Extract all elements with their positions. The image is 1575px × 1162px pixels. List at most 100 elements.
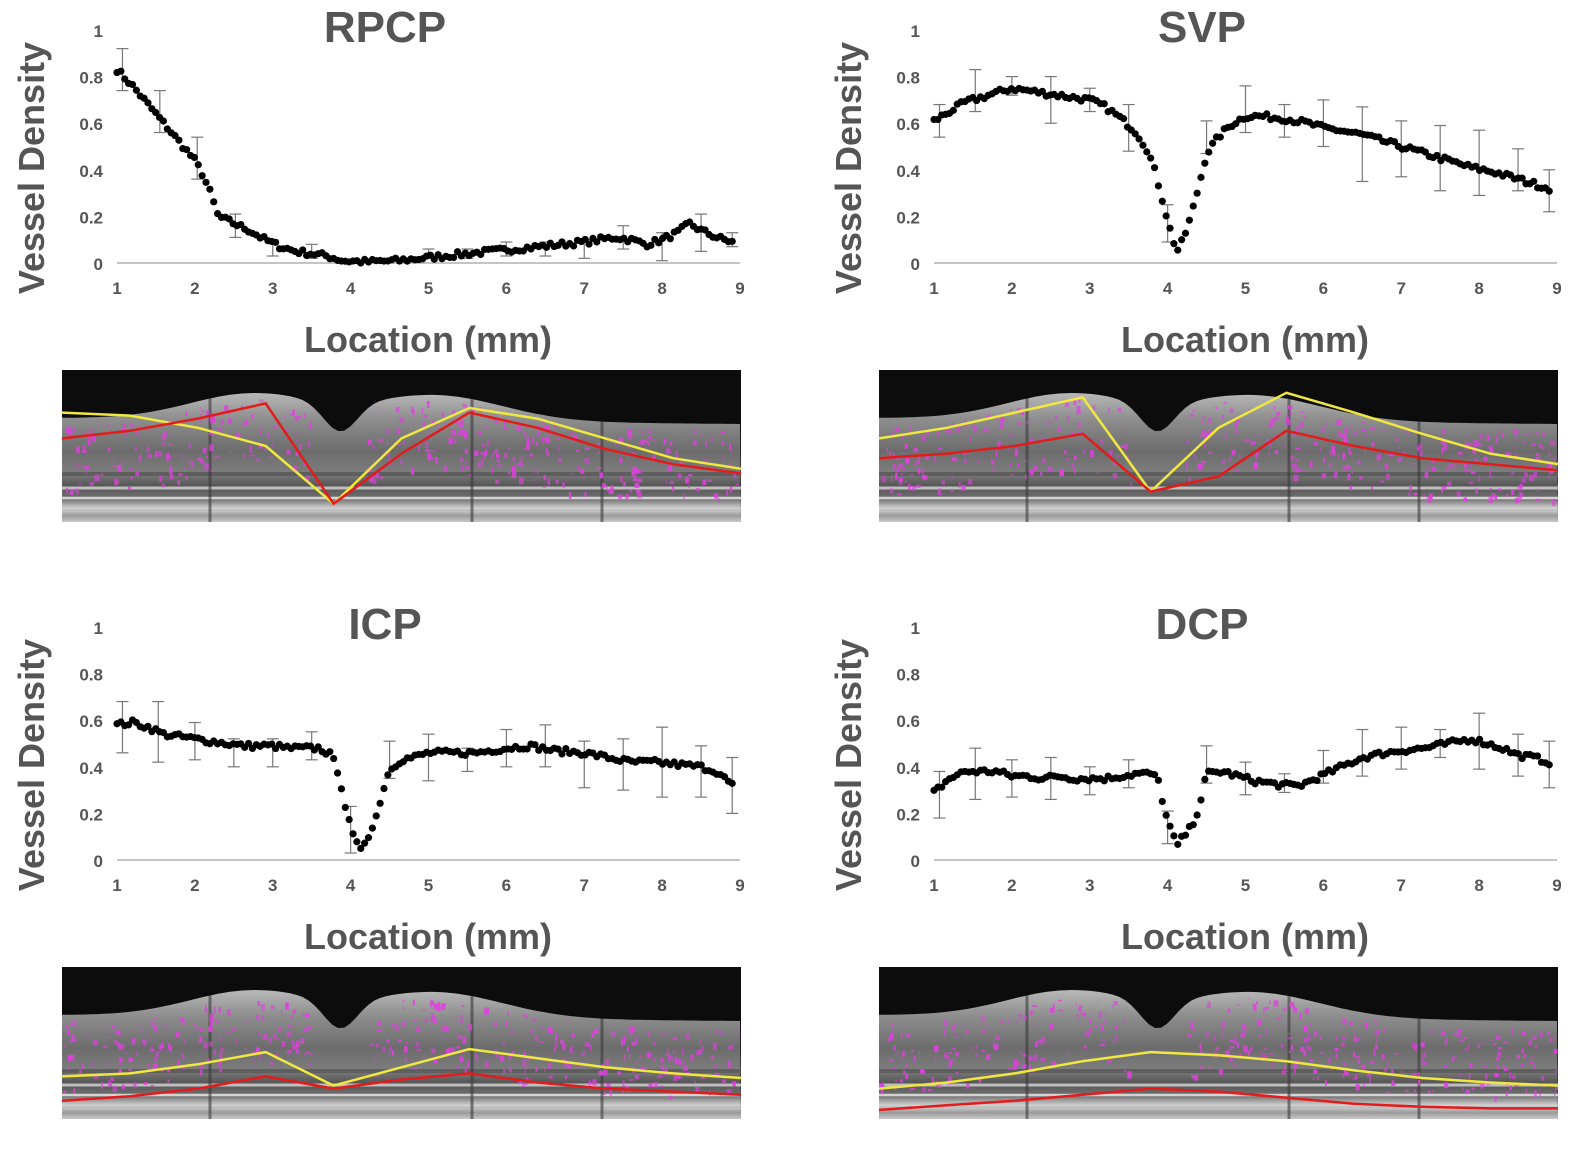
y-tick-label: 0.6 [79,712,103,731]
x-tick-label: 9 [735,876,744,895]
chart-svp: 0 0.2 0.4 0.6 0.8 1 1 2 3 4 5 6 7 8 9 SVP Location (mm) V… [828,3,1562,360]
oct-image-icp [62,967,741,1119]
x-tick-label: 2 [190,279,199,298]
chart-title: DCP [1156,600,1249,649]
data-point [1174,840,1182,848]
oct-image-svp [879,370,1558,522]
x-axis-title: Location (mm) [304,916,552,957]
data-point [1139,141,1147,149]
panel-icp: 0 0.2 0.4 0.6 0.8 1 1 2 3 4 5 6 7 8 9 ICP Location (mm) V… [0,597,785,1162]
data-point [198,172,206,180]
y-tick-label: 1 [911,619,920,638]
data-point [210,198,218,206]
x-tick-label: 6 [502,876,511,895]
error-bar [188,721,201,761]
x-tick-label: 4 [1163,876,1173,895]
flow-overlay [63,999,738,1100]
retina-tissue [879,393,1558,522]
x-tick-label: 9 [1552,279,1561,298]
y-tick-label: 1 [911,22,920,41]
data-point [1545,761,1553,769]
y-tick-label: 0.2 [896,208,920,227]
data-point [202,178,210,186]
retina-tissue [62,393,741,522]
upper-boundary-line [62,1047,741,1087]
error-bar [617,738,630,791]
data-point [1475,735,1484,743]
data-point [372,812,380,820]
data-point [1170,832,1178,840]
data-point [1189,821,1197,829]
data-point [194,161,202,169]
data-point [1433,151,1441,160]
data-point [1263,110,1271,118]
data-point [666,235,674,243]
error-bar [1161,204,1174,243]
data-point [368,824,376,832]
chart-title: RPCP [324,3,446,52]
x-tick-label: 7 [1397,876,1406,895]
y-axis-title: Vessel Density [11,639,52,891]
y-tick-label: 0.8 [79,69,103,88]
x-tick-label: 7 [1397,279,1406,298]
chart-rpcp: 0 0.2 0.4 0.6 0.8 1 1 2 3 4 5 6 7 8 9 RPCP Location (mm)… [11,3,745,360]
lower-boundary-line [62,402,741,506]
data-point [364,834,373,842]
error-bar [1044,75,1057,124]
data-point [159,117,168,125]
y-tick-label: 0.6 [896,712,920,731]
data-point [593,238,601,246]
data-point [1150,771,1159,779]
data-point [1534,752,1542,760]
data-point [1147,154,1155,162]
x-tick-label: 4 [1163,279,1173,298]
x-tick-label: 9 [1552,876,1561,895]
data-point [1545,187,1553,195]
data-point [1193,811,1201,819]
data-point [337,785,346,793]
y-tick-label: 0.4 [896,162,920,181]
x-axis-title: Location (mm) [304,319,552,360]
data-point [1205,148,1213,156]
data-point [1158,197,1166,205]
data-point [384,771,392,779]
y-axis-title: Vessel Density [11,42,52,294]
data-point [1178,236,1186,244]
upper-boundary-line [879,1050,1558,1090]
y-tick-label: 0.2 [79,805,103,824]
panel-svp: 0 0.2 0.4 0.6 0.8 1 1 2 3 4 5 6 7 8 9 SVP Location (mm) V… [817,0,1575,565]
error-bar [1512,148,1525,192]
data-point [569,242,578,250]
error-bar [1200,120,1213,155]
x-tick-label: 1 [112,876,121,895]
upper-boundary-line [879,391,1558,493]
x-tick-label: 5 [424,876,433,895]
data-point [326,748,334,756]
error-bar [1239,85,1252,134]
x-tick-label: 7 [580,279,589,298]
data-point [562,744,570,753]
chart-dcp: 0 0.2 0.4 0.6 0.8 1 1 2 3 4 5 6 7 8 9 DCP Location (mm) V… [828,600,1562,957]
data-point [1518,174,1526,182]
data-point [1143,148,1151,156]
data-point [938,783,946,791]
data-point [1216,133,1224,141]
x-tick-label: 4 [346,279,356,298]
data-point [244,739,253,748]
data-point [357,844,365,853]
data-point [353,838,361,846]
data-point [1100,100,1108,108]
x-tick-label: 4 [346,876,356,895]
data-point [314,743,322,751]
data-point [128,80,137,89]
panel-dcp: 0 0.2 0.4 0.6 0.8 1 1 2 3 4 5 6 7 8 9 DCP Location (mm) V… [817,597,1575,1162]
data-point [272,238,280,246]
data-point [1197,173,1205,181]
data-point [477,250,485,259]
data-point [728,237,736,245]
x-tick-label: 8 [657,876,666,895]
data-point [299,246,307,254]
data-point [345,815,353,824]
data-point [330,754,338,763]
error-bar [969,69,982,113]
